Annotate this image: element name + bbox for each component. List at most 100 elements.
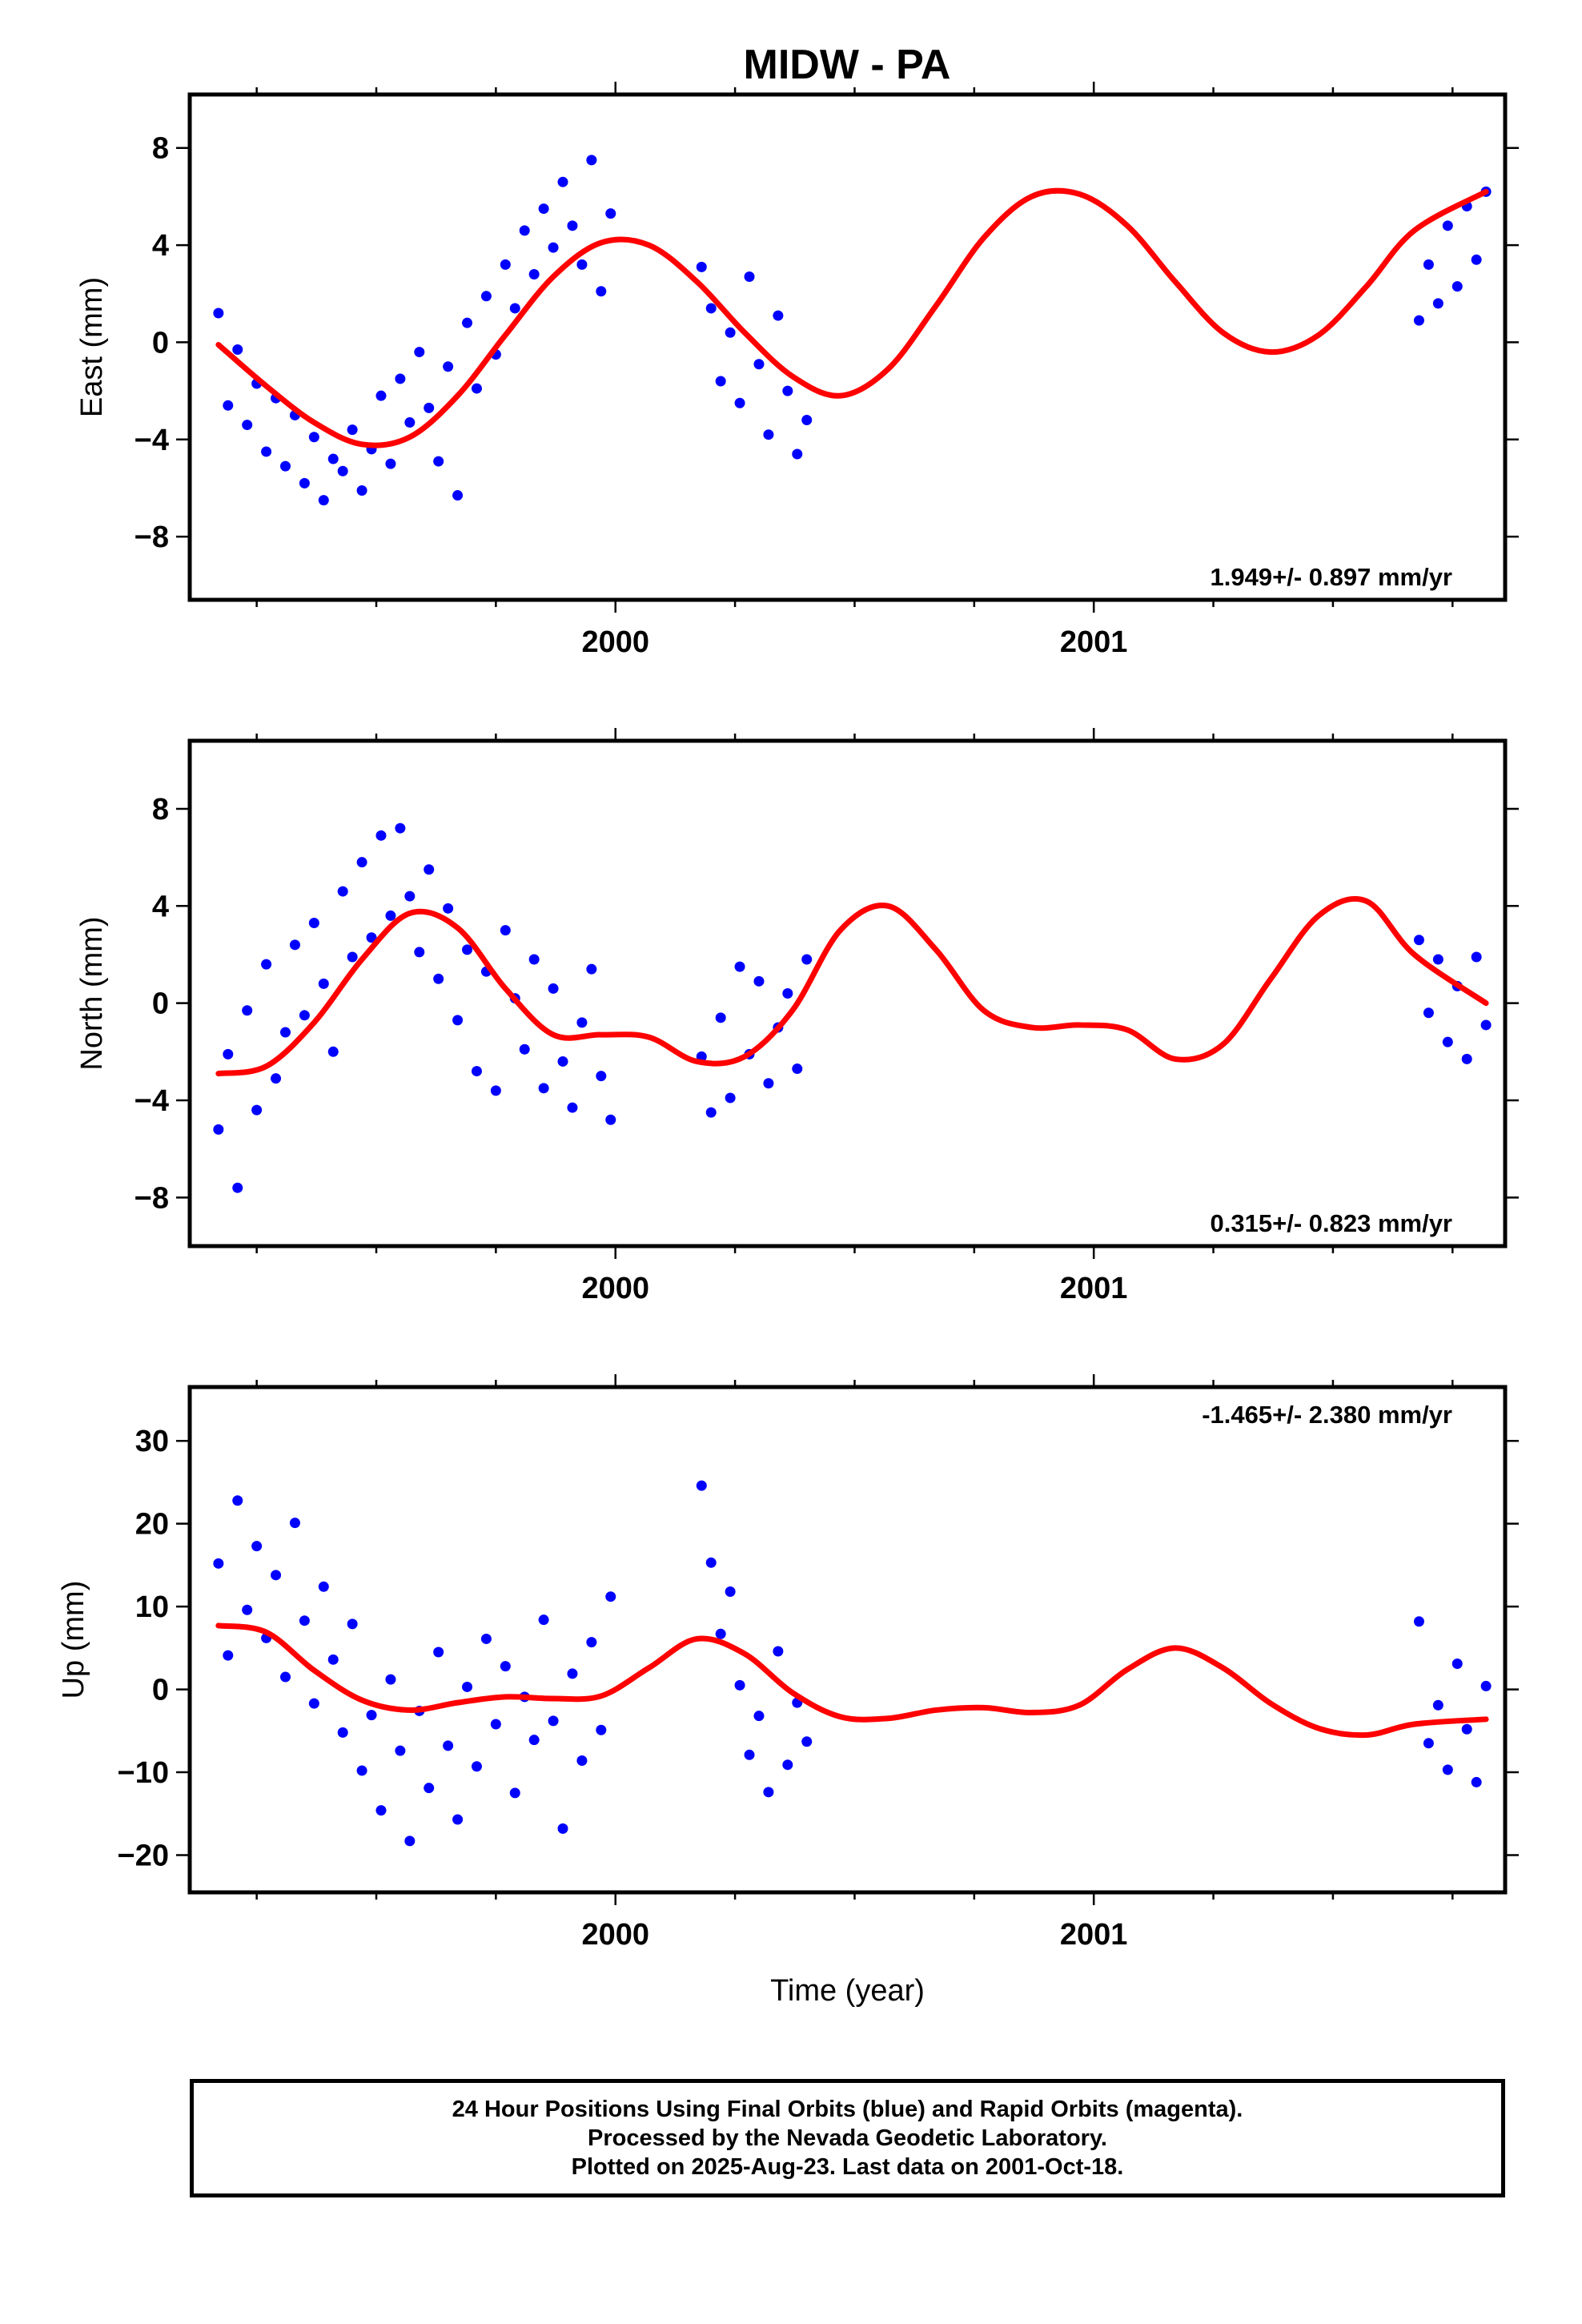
east-data-point xyxy=(261,446,272,457)
up-data-point xyxy=(356,1765,367,1776)
north-data-point xyxy=(289,939,300,951)
up-ylabel: Up (mm) xyxy=(57,1581,90,1699)
east-data-point xyxy=(223,400,234,411)
north-data-point xyxy=(251,1104,263,1116)
up-data-point xyxy=(462,1681,473,1692)
east-data-point xyxy=(1452,281,1463,292)
north-data-point xyxy=(356,857,367,868)
east-data-point xyxy=(414,347,425,358)
north-data-point xyxy=(734,961,745,972)
north-data-point xyxy=(1432,954,1443,965)
up-data-point xyxy=(1413,1616,1424,1627)
up-ytick-label: 30 xyxy=(135,1425,169,1458)
north-data-point xyxy=(763,1078,774,1089)
east-data-point xyxy=(279,460,291,472)
east-data-point xyxy=(318,495,329,506)
up-data-point xyxy=(490,1719,501,1730)
east-ytick-label: 0 xyxy=(152,326,169,360)
up-data-point xyxy=(1480,1680,1492,1691)
east-data-point xyxy=(538,203,549,215)
east-data-point xyxy=(480,291,492,302)
east-data-point xyxy=(715,376,726,387)
up-data-point xyxy=(548,1715,559,1727)
up-data-point xyxy=(596,1724,607,1735)
north-data-point xyxy=(299,1010,310,1021)
north-data-point xyxy=(586,963,597,975)
up-data-point xyxy=(424,1783,435,1794)
north-xtick-label: 2001 xyxy=(1060,1272,1128,1305)
east-data-point xyxy=(528,268,540,279)
up-data-point xyxy=(705,1557,717,1568)
east-plot-area xyxy=(213,155,1492,506)
north-data-point xyxy=(366,932,377,943)
footer-line-3: Plotted on 2025-Aug-23. Last data on 200… xyxy=(571,2154,1124,2180)
up-ytick-label: 20 xyxy=(135,1508,169,1542)
north-data-point xyxy=(271,1073,282,1084)
up-data-point xyxy=(1442,1764,1453,1775)
north-ytick-label: 8 xyxy=(152,793,169,826)
east-data-point xyxy=(213,308,224,319)
east-data-point xyxy=(705,303,717,314)
east-data-point xyxy=(424,402,435,413)
up-data-point xyxy=(279,1671,291,1683)
north-data-point xyxy=(567,1102,578,1113)
north-data-point xyxy=(490,1085,501,1096)
north-data-point xyxy=(424,864,435,875)
east-data-point xyxy=(232,344,243,356)
north-data-point xyxy=(801,954,813,965)
up-ytick-label: 0 xyxy=(152,1674,169,1707)
north-xtick-label: 2000 xyxy=(581,1272,649,1305)
east-data-point xyxy=(1442,220,1453,231)
east-data-point xyxy=(763,429,774,440)
east-data-point xyxy=(500,259,511,270)
north-data-point xyxy=(337,886,348,897)
up-data-point xyxy=(443,1740,454,1751)
east-frame xyxy=(187,92,1508,602)
east-data-point xyxy=(1432,298,1443,309)
east-model-curve xyxy=(215,187,1489,448)
east-data-point xyxy=(375,390,387,401)
east-data-point xyxy=(773,310,784,321)
north-data-point xyxy=(327,1046,339,1057)
x-axis-label: Time (year) xyxy=(770,1974,925,2008)
east-data-point xyxy=(1471,254,1482,265)
up-data-point xyxy=(213,1558,224,1569)
east-data-point xyxy=(462,317,473,328)
east-data-point xyxy=(327,453,339,464)
north-data-point xyxy=(605,1114,616,1125)
up-data-point xyxy=(232,1495,243,1506)
north-data-point xyxy=(705,1107,717,1118)
up-data-point xyxy=(347,1618,358,1630)
north-data-point xyxy=(792,1063,803,1075)
east-data-point xyxy=(557,176,568,187)
east-data-point xyxy=(509,303,520,314)
up-data-point xyxy=(299,1615,310,1626)
east-data-point xyxy=(443,361,454,372)
up-data-point xyxy=(327,1654,339,1665)
north-data-point xyxy=(279,1027,291,1038)
east-data-point xyxy=(576,259,588,270)
east-data-point xyxy=(596,286,607,297)
up-model-curve xyxy=(215,1622,1489,1739)
up-data-point xyxy=(773,1646,784,1657)
east-data-point xyxy=(347,424,358,436)
up-data-point xyxy=(753,1711,765,1722)
up-data-point xyxy=(538,1614,549,1626)
up-data-point xyxy=(744,1749,755,1760)
up-data-point xyxy=(586,1637,597,1648)
up-data-point xyxy=(500,1661,511,1672)
up-data-point xyxy=(1423,1738,1434,1749)
north-data-point xyxy=(596,1071,607,1082)
up-data-point xyxy=(782,1759,793,1771)
up-data-point xyxy=(715,1628,726,1639)
north-data-point xyxy=(404,891,416,902)
north-data-point xyxy=(433,973,444,984)
north-data-point xyxy=(1423,1007,1434,1019)
east-data-point xyxy=(734,397,745,408)
up-frame xyxy=(187,1385,1508,1895)
east-ytick-label: −4 xyxy=(135,424,169,457)
north-data-point xyxy=(308,918,319,929)
up-data-point xyxy=(433,1647,444,1658)
up-data-point xyxy=(1432,1699,1443,1711)
east-data-point xyxy=(404,417,416,428)
